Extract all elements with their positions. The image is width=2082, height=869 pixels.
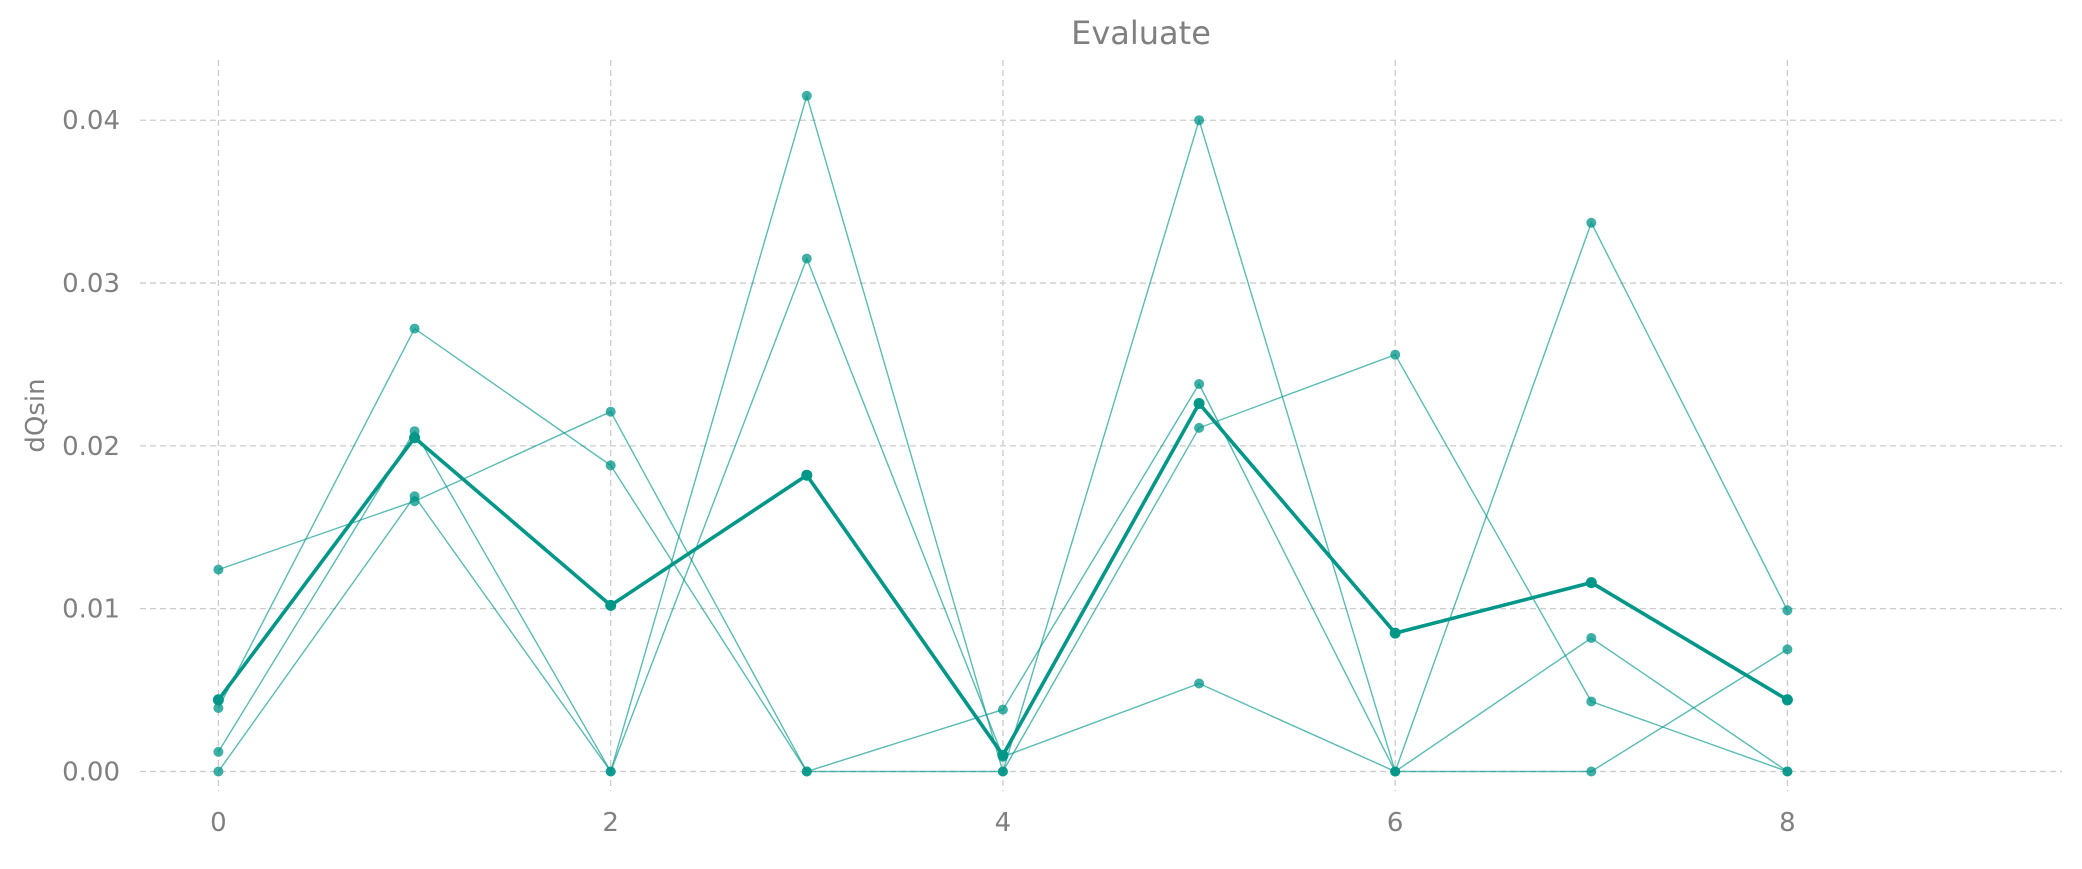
data-point bbox=[409, 491, 420, 502]
data-point bbox=[605, 766, 616, 777]
data-point bbox=[212, 694, 224, 706]
data-point bbox=[801, 90, 812, 101]
data-point bbox=[1193, 398, 1205, 409]
data-point bbox=[1586, 633, 1597, 643]
data-point bbox=[213, 746, 224, 757]
y-tick-label: 0.04 bbox=[62, 106, 120, 136]
y-tick-label: 0.00 bbox=[62, 757, 120, 787]
data-point bbox=[409, 432, 421, 444]
x-tick-label: 8 bbox=[1779, 808, 1796, 838]
data-point bbox=[1782, 766, 1793, 777]
data-point bbox=[1390, 766, 1401, 777]
data-point bbox=[409, 323, 420, 334]
series-2 bbox=[213, 323, 1793, 777]
data-point bbox=[1390, 349, 1401, 360]
data-point bbox=[1194, 678, 1205, 689]
y-tick-label: 0.02 bbox=[62, 432, 120, 462]
series-group bbox=[212, 90, 1793, 777]
x-tick-label: 6 bbox=[1387, 808, 1404, 838]
data-point bbox=[605, 406, 616, 417]
y-axis-label: dQsin bbox=[21, 378, 51, 452]
y-tick-label: 0.01 bbox=[62, 595, 120, 625]
data-point bbox=[1782, 605, 1793, 616]
data-point bbox=[213, 703, 224, 713]
series-5 bbox=[212, 398, 1793, 761]
x-tick-label: 0 bbox=[210, 808, 227, 838]
data-point bbox=[213, 766, 224, 777]
x-tick-label: 4 bbox=[995, 808, 1012, 838]
data-point bbox=[1194, 115, 1205, 126]
data-point bbox=[1194, 379, 1205, 389]
data-point bbox=[801, 469, 813, 481]
axes: 0 2 4 6 8 0.00 0.01 0.02 0.03 0.04 bbox=[62, 106, 1796, 838]
data-point bbox=[1586, 696, 1597, 707]
x-tick-label: 2 bbox=[602, 808, 619, 838]
data-point bbox=[1194, 422, 1205, 433]
data-point bbox=[997, 766, 1008, 777]
data-point bbox=[1586, 217, 1597, 228]
data-point bbox=[1782, 644, 1793, 655]
data-point bbox=[213, 564, 224, 575]
data-point bbox=[1586, 766, 1597, 777]
data-point bbox=[801, 253, 812, 264]
grid bbox=[140, 60, 2062, 791]
data-point bbox=[1389, 627, 1401, 639]
data-point bbox=[1781, 694, 1793, 706]
data-point bbox=[605, 460, 616, 471]
data-point bbox=[997, 749, 1009, 761]
y-tick-label: 0.03 bbox=[62, 269, 120, 299]
data-point bbox=[1585, 577, 1597, 589]
data-point bbox=[605, 599, 617, 611]
chart-title: Evaluate bbox=[1071, 14, 1211, 52]
data-point bbox=[801, 766, 812, 777]
data-point bbox=[997, 704, 1008, 715]
